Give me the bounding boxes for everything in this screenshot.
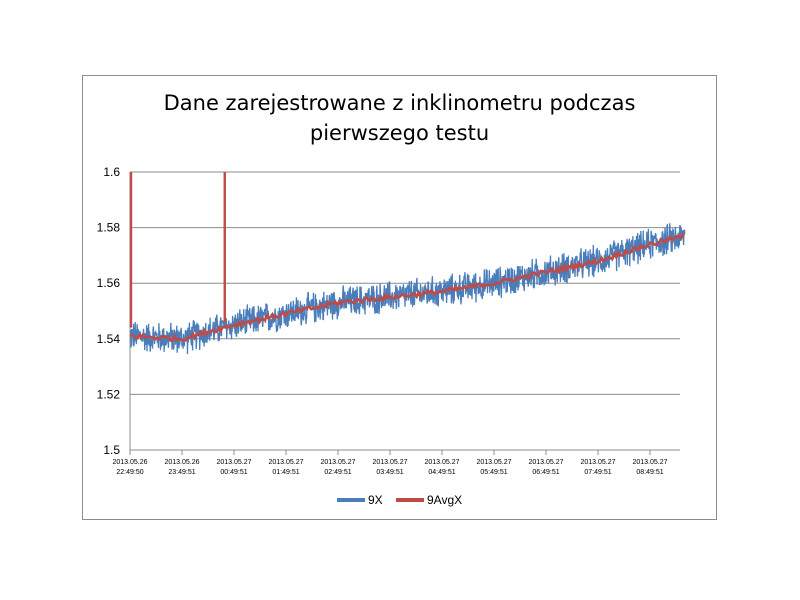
legend-label-9avgx: 9AvgX (427, 493, 462, 507)
legend-label-9x: 9X (368, 493, 383, 507)
x-tick-label-date: 2013.05.26 (164, 459, 199, 466)
x-tick-label-time: 00:49:51 (220, 469, 247, 476)
x-tick-label-date: 2013.05.26 (112, 459, 147, 466)
x-tick-label-date: 2013.05.27 (632, 459, 667, 466)
x-tick-label-date: 2013.05.27 (216, 459, 251, 466)
x-tick-label-time: 07:49:51 (584, 469, 611, 476)
x-tick-label-time: 22:49:50 (116, 469, 143, 476)
chart-title-line-1: Dane zarejestrowane z inklinometru podcz… (163, 91, 636, 115)
x-tick-label-date: 2013.05.27 (528, 459, 563, 466)
x-tick-label-time: 06:49:51 (532, 469, 559, 476)
x-tick-label-time: 08:49:51 (636, 469, 663, 476)
x-tick-label-date: 2013.05.27 (372, 459, 407, 466)
x-tick-label-date: 2013.05.27 (580, 459, 615, 466)
x-tick-label-date: 2013.05.27 (424, 459, 459, 466)
y-tick-label: 1.52 (97, 387, 121, 401)
x-tick-label-time: 01:49:51 (272, 469, 299, 476)
x-tick-label-time: 04:49:51 (428, 469, 455, 476)
x-tick-label-date: 2013.05.27 (476, 459, 511, 466)
x-tick-label-time: 05:49:51 (480, 469, 507, 476)
chart-title: Dane zarejestrowane z inklinometru podcz… (82, 88, 717, 148)
chart-title-line-2: pierwszego testu (309, 121, 490, 145)
y-tick-label: 1.54 (97, 332, 121, 346)
y-tick-label: 1.5 (103, 443, 120, 457)
y-tick-label: 1.56 (97, 276, 121, 290)
x-tick-label-date: 2013.05.27 (268, 459, 303, 466)
series-9x-line (129, 223, 686, 355)
x-tick-label-time: 03:49:51 (376, 469, 403, 476)
x-tick-label-time: 02:49:51 (324, 469, 351, 476)
x-tick-label-date: 2013.05.27 (320, 459, 355, 466)
y-tick-label: 1.6 (103, 165, 120, 179)
series-9avgx-line (129, 232, 686, 343)
x-tick-label-time: 23:49:51 (168, 469, 195, 476)
y-tick-label: 1.58 (97, 221, 121, 235)
